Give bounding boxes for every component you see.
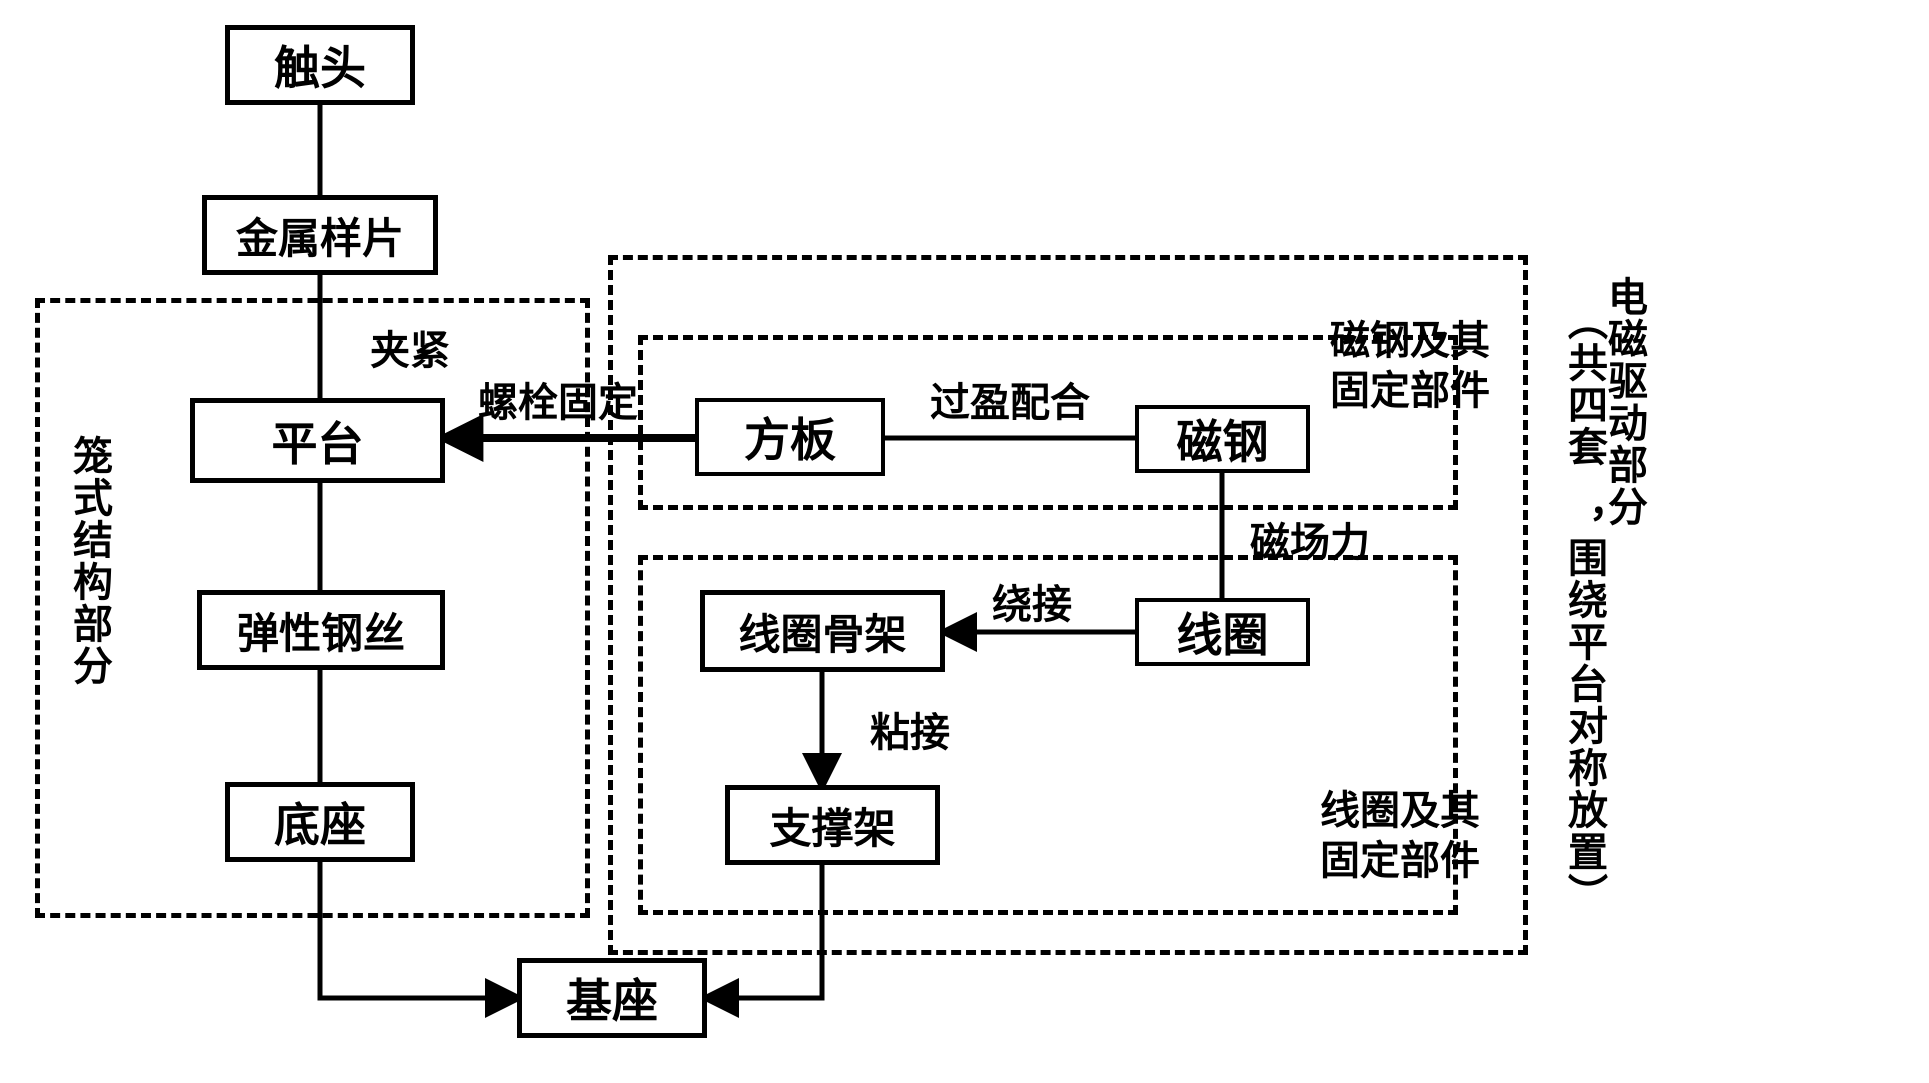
label-em-drive-2a: （共四套 <box>1555 300 1613 468</box>
node-contact-label: 触头 <box>274 32 366 98</box>
node-square-plate-label: 方板 <box>744 404 836 470</box>
node-elastic-wire-label: 弹性钢丝 <box>237 600 405 661</box>
node-elastic-wire: 弹性钢丝 <box>197 590 445 670</box>
node-platform: 平台 <box>190 398 445 483</box>
node-base-seat: 底座 <box>225 782 415 862</box>
node-foundation-label: 基座 <box>566 965 658 1031</box>
node-coil-frame: 线圈骨架 <box>700 590 945 672</box>
label-em-drive-2c: 围绕平台对称放置） <box>1555 537 1613 915</box>
label-bolt-fix: 螺栓固定 <box>478 370 638 428</box>
label-magnet-fix-2: 固定部件 <box>1330 358 1490 416</box>
node-metal-sample: 金属样片 <box>202 195 438 275</box>
node-magnet-steel: 磁钢 <box>1135 405 1310 473</box>
node-support-label: 支撑架 <box>769 795 895 856</box>
node-coil: 线圈 <box>1135 598 1310 666</box>
node-contact: 触头 <box>225 25 415 105</box>
label-bonding: 粘接 <box>870 700 950 758</box>
node-base-seat-label: 底座 <box>274 789 366 855</box>
node-metal-sample-label: 金属样片 <box>236 205 404 266</box>
node-support: 支撑架 <box>725 785 940 865</box>
node-magnet-steel-label: 磁钢 <box>1177 406 1269 472</box>
node-coil-label: 线圈 <box>1177 599 1269 665</box>
node-square-plate: 方板 <box>695 398 885 476</box>
label-magnetic-force: 磁场力 <box>1250 510 1370 568</box>
label-cage-structure: 笼式结构部分 <box>60 435 118 687</box>
label-winding: 绕接 <box>992 572 1072 630</box>
node-platform-label: 平台 <box>272 408 364 474</box>
label-coil-fix-2: 固定部件 <box>1320 828 1480 886</box>
node-coil-frame-label: 线圈骨架 <box>738 601 906 662</box>
node-foundation: 基座 <box>517 958 707 1038</box>
label-interference-fit: 过盈配合 <box>930 370 1090 428</box>
label-clamp: 夹紧 <box>370 318 450 376</box>
